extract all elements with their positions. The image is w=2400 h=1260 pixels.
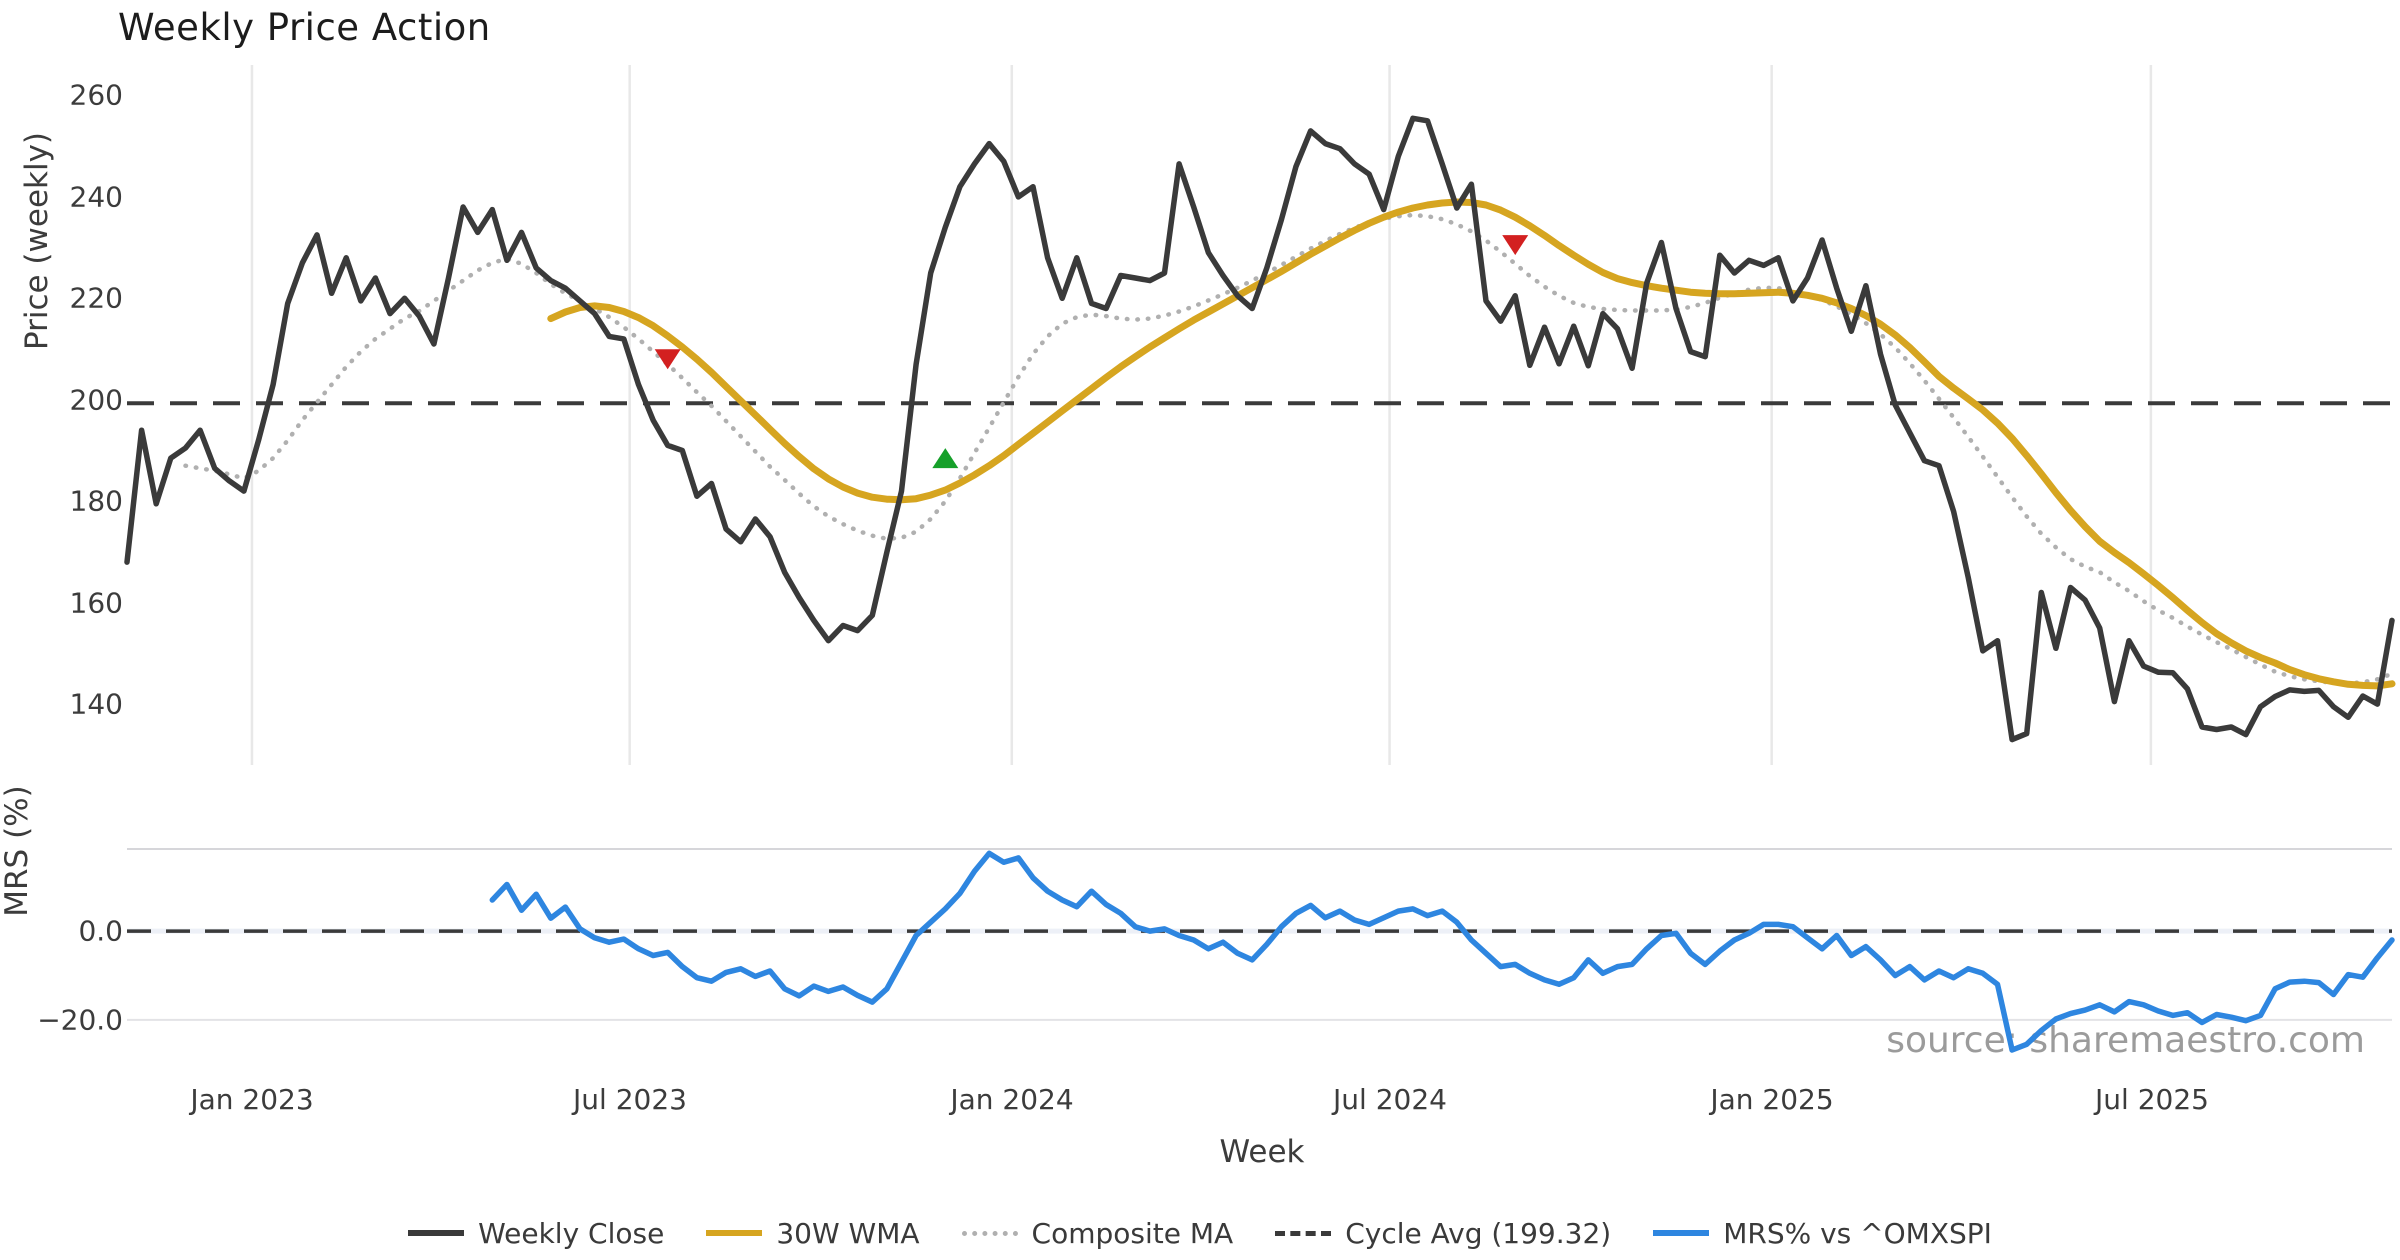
sell-signal-marker-1: [654, 349, 681, 370]
price-ytick-240: 240: [69, 180, 123, 214]
legend-item-composite-ma: Composite MA: [961, 1216, 1234, 1250]
legend-item-weekly-close: Weekly Close: [408, 1217, 664, 1250]
price-ytick-160: 160: [69, 586, 123, 620]
mrs-ytick-m20: −20.0: [37, 1003, 123, 1037]
wma-line-swatch: [706, 1230, 763, 1236]
legend-item-30w-wma: 30W WMA: [706, 1216, 920, 1250]
xtick-jul-2023: Jul 2023: [573, 1083, 687, 1116]
legend-item-mrs: MRS% vs ^OMXSPI: [1653, 1217, 1992, 1250]
legend-label: Composite MA: [1031, 1216, 1234, 1250]
xtick-jan-2025: Jan 2025: [1710, 1083, 1834, 1116]
buy-signal-marker-2: [932, 448, 959, 469]
xtick-jul-2025: Jul 2025: [2095, 1083, 2209, 1116]
legend: Weekly Close 30W WMA Composite MA Cycle …: [0, 1210, 2400, 1256]
x-axis-label: Week: [1219, 1134, 1305, 1170]
weekly-close-line-swatch: [408, 1230, 465, 1236]
xtick-jan-2023: Jan 2023: [190, 1083, 314, 1116]
legend-label: MRS% vs ^OMXSPI: [1723, 1216, 1992, 1250]
price-gridlines: [250, 65, 2153, 765]
mrs-line-swatch: [1653, 1230, 1710, 1236]
mrs-gridlines: [127, 848, 2392, 1021]
xtick-jul-2024: Jul 2024: [1333, 1083, 1447, 1116]
source-watermark: source: sharemaestro.com: [1886, 1020, 2365, 1061]
legend-label: Cycle Avg (199.32): [1345, 1216, 1612, 1250]
price-ytick-200: 200: [69, 383, 123, 417]
cycle-avg-line-swatch: [1275, 1230, 1332, 1236]
legend-item-cycle-avg: Cycle Avg (199.32): [1275, 1217, 1611, 1250]
sell-signal-marker-3: [1502, 235, 1529, 256]
legend-label: Weekly Close: [478, 1216, 665, 1250]
chart-title: Weekly Price Action: [118, 6, 491, 49]
price-ytick-220: 220: [69, 281, 123, 315]
series-composite-ma-line: [183, 212, 2395, 686]
composite-ma-line-swatch: [961, 1230, 1018, 1236]
xtick-jan-2024: Jan 2024: [950, 1083, 1074, 1116]
mrs-ytick-0: 0.0: [78, 914, 123, 948]
series-mrs-line: [489, 850, 2395, 1053]
legend-label: 30W WMA: [776, 1216, 920, 1250]
price-ytick-140: 140: [69, 687, 123, 721]
price-ytick-180: 180: [69, 484, 123, 518]
series-weekly-close-line: [124, 115, 2395, 743]
series-30w-wma-line: [547, 198, 2396, 690]
price-ytick-260: 260: [69, 78, 123, 112]
